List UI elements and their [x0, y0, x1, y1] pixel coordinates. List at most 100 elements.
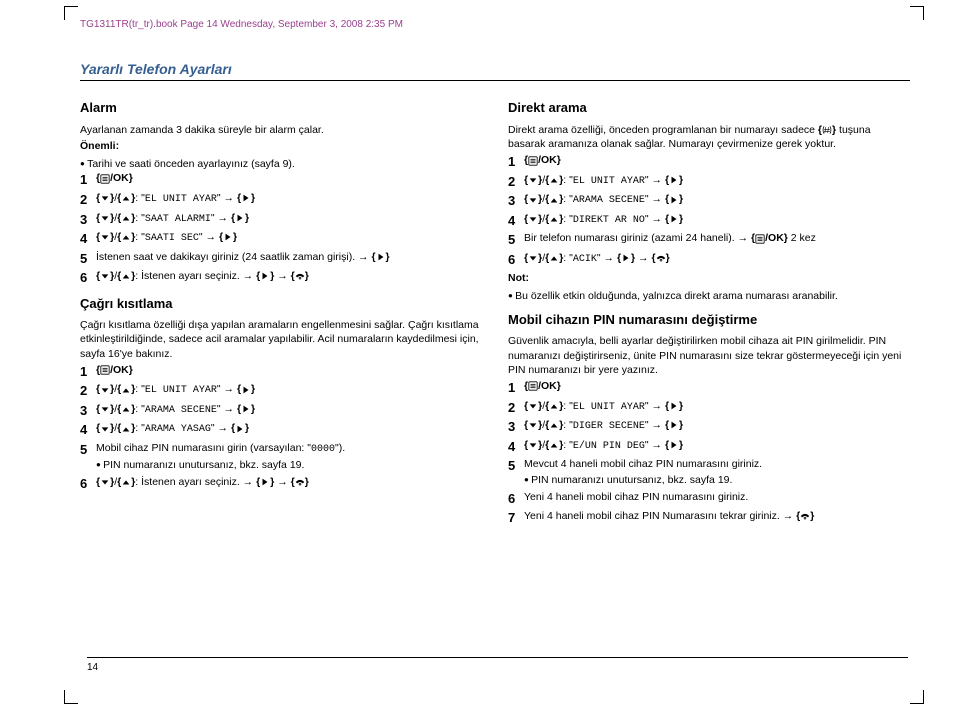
down-arrow-icon	[528, 253, 538, 263]
step: 1{/OK}	[80, 363, 482, 381]
alarm-intro: Ayarlanan zamanda 3 dakika süreyle bir a…	[80, 123, 482, 137]
right-arrow-icon	[241, 404, 251, 414]
step: 4 {}/{}: "E/UN PIN DEG" → {}	[508, 438, 910, 456]
up-arrow-icon	[121, 213, 131, 223]
step-number: 5	[508, 457, 518, 475]
step-number: 2	[508, 399, 518, 417]
hangup-icon	[656, 253, 666, 263]
alarm-steps: 1 {/OK} 2{}/{}: "EL UNIT AYAR" → {} 3 {}/{}:…	[80, 171, 482, 286]
page-number: 14	[87, 661, 98, 675]
up-arrow-icon	[121, 271, 131, 281]
step-number: 1	[80, 171, 90, 189]
step-number: 3	[508, 192, 518, 210]
note-label: Not:	[508, 271, 910, 285]
step-text: {}/{}: "SAATI SEC" → {}	[96, 230, 482, 246]
right-arrow-icon	[235, 424, 245, 434]
step-number: 4	[508, 212, 518, 230]
step: 2{}/{}: "EL UNIT AYAR" → {}	[80, 382, 482, 400]
up-arrow-icon	[549, 175, 559, 185]
menu-icon	[100, 174, 110, 184]
step: 5Mobil cihaz PIN numarasını girin (varsa…	[80, 441, 482, 473]
step: 3 {}/{}: "SAAT ALARMI" → {}	[80, 211, 482, 229]
down-arrow-icon	[100, 271, 110, 281]
crop-mark-tl	[64, 6, 78, 20]
down-arrow-icon	[528, 401, 538, 411]
right-arrow-icon	[260, 477, 270, 487]
step-text: {/OK}	[524, 379, 910, 393]
down-arrow-icon	[528, 175, 538, 185]
up-arrow-icon	[121, 193, 131, 203]
step-number: 5	[508, 231, 518, 249]
step-text: Mevcut 4 haneli mobil cihaz PIN numarası…	[524, 457, 910, 487]
step: 3{}/{}: "DIGER SECENE" → {}	[508, 418, 910, 436]
menu-icon	[528, 156, 538, 166]
step-number: 1	[508, 379, 518, 397]
up-arrow-icon	[549, 401, 559, 411]
step-text: {}/{}: "E/UN PIN DEG" → {}	[524, 438, 910, 454]
direct-heading: Direkt arama	[508, 99, 910, 117]
menu-icon	[528, 381, 538, 391]
callblock-heading: Çağrı kısıtlama	[80, 295, 482, 313]
pin-steps: 1{/OK}2{}/{}: "EL UNIT AYAR" → {}3{}/{}:…	[508, 379, 910, 527]
step-number: 6	[508, 490, 518, 508]
up-arrow-icon	[549, 420, 559, 430]
step-number: 3	[508, 418, 518, 436]
direct-steps: 1{/OK}2{}/{}: "EL UNIT AYAR" → {}3{}/{}:…	[508, 153, 910, 268]
left-column: Alarm Ayarlanan zamanda 3 dakika süreyle…	[80, 91, 482, 528]
step-number: 1	[508, 153, 518, 171]
step: 3{}/{}: "ARAMA SECENE" → {}	[80, 402, 482, 420]
step-number: 6	[508, 251, 518, 269]
step-number: 2	[80, 191, 90, 209]
step-text: {}/{}: "ARAMA SECENE" → {}	[96, 402, 482, 418]
down-arrow-icon	[528, 195, 538, 205]
step: 5İstenen saat ve dakikayı giriniz (24 sa…	[80, 250, 482, 268]
step-text: {/OK}	[96, 171, 482, 185]
menu-icon	[100, 365, 110, 375]
up-arrow-icon	[549, 195, 559, 205]
step-number: 4	[508, 438, 518, 456]
direct-intro: Direkt arama özelliği, önceden programla…	[508, 123, 910, 151]
step: 6{}/{}: İstenen ayarı seçiniz. → {} → {}	[80, 475, 482, 493]
important-bullet: Tarihi ve saati önceden ayarlayınız (say…	[80, 157, 482, 171]
content-columns: Alarm Ayarlanan zamanda 3 dakika süreyle…	[80, 91, 910, 528]
down-arrow-icon	[528, 214, 538, 224]
step: 2{}/{}: "EL UNIT AYAR" → {}	[80, 191, 482, 209]
step-number: 6	[80, 269, 90, 287]
hangup-icon	[800, 511, 810, 521]
step-text: {}/{}: İstenen ayarı seçiniz. → {} → {}	[96, 269, 482, 283]
section-title: Yararlı Telefon Ayarları	[80, 60, 910, 82]
right-arrow-icon	[241, 193, 251, 203]
step: 6 Yeni 4 haneli mobil cihaz PIN numarasın…	[508, 490, 910, 508]
footer-rule	[87, 657, 908, 658]
down-arrow-icon	[100, 193, 110, 203]
right-column: Direkt arama Direkt arama özelliği, önce…	[508, 91, 910, 528]
up-arrow-icon	[121, 477, 131, 487]
step-text: {}/{}: "ARAMA YASAG" → {}	[96, 421, 482, 437]
down-arrow-icon	[100, 385, 110, 395]
right-arrow-icon	[621, 253, 631, 263]
step-number: 1	[80, 363, 90, 381]
crop-mark-tr	[910, 6, 924, 20]
hash-icon	[822, 125, 832, 135]
step-text: {}/{}: "SAAT ALARMI" → {}	[96, 211, 482, 227]
step-text: {}/{}: "ACIK" → {} → {}	[524, 251, 910, 267]
callblock-steps: 1{/OK}2{}/{}: "EL UNIT AYAR" → {} 3{}/{}:…	[80, 363, 482, 492]
right-arrow-icon	[669, 195, 679, 205]
step: 5 Mevcut 4 haneli mobil cihaz PIN numaras…	[508, 457, 910, 487]
step-text: {}/{}: "ARAMA SECENE" → {}	[524, 192, 910, 208]
step-number: 3	[80, 211, 90, 229]
step-number: 4	[80, 421, 90, 439]
step-text: Bir telefon numarası giriniz (azami 24 h…	[524, 231, 910, 245]
step: 5 Bir telefon numarası giriniz (azami 24 …	[508, 231, 910, 249]
step: 1 {/OK}	[508, 379, 910, 397]
note-bullet: Bu özellik etkin olduğunda, yalnızca dir…	[508, 289, 910, 303]
crop-mark-br	[910, 690, 924, 704]
down-arrow-icon	[100, 213, 110, 223]
right-arrow-icon	[669, 420, 679, 430]
step-text: Yeni 4 haneli mobil cihaz PIN numarasını…	[524, 490, 910, 504]
right-arrow-icon	[669, 401, 679, 411]
step: 7Yeni 4 haneli mobil cihaz PIN Numarasın…	[508, 509, 910, 527]
step-number: 2	[508, 173, 518, 191]
step-sub-bullet: PIN numaranızı unutursanız, bkz. sayfa 1…	[96, 458, 482, 472]
step-sub-bullet: PIN numaranızı unutursanız, bkz. sayfa 1…	[524, 473, 910, 487]
